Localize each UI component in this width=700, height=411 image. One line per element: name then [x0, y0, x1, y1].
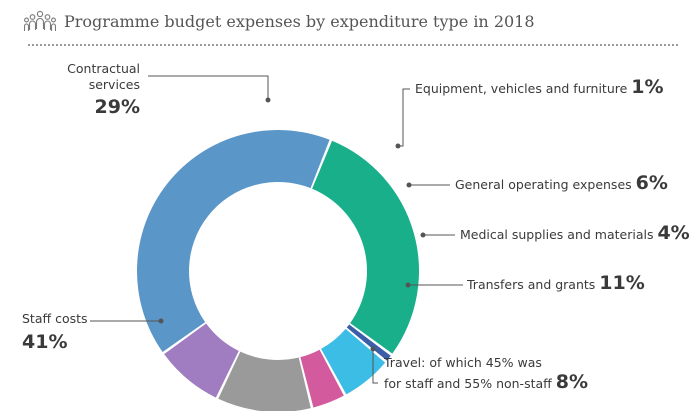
slice-label-travel-of-which-45-was-for-staff-and-55-non-staff-line-1: Travel: of which 45% was: [383, 355, 542, 370]
slice-medical-supplies-and-materials: [300, 349, 344, 408]
people-group-icon: [24, 10, 56, 31]
leader-dot-staff-costs: [158, 318, 164, 324]
slice-value-transfers-and-grants: 11%: [599, 272, 644, 294]
slice-value-contractual-services: 29%: [95, 96, 140, 118]
chart-header: Programme budget expenses by expenditure…: [24, 6, 535, 36]
slice-transfers-and-grants: [218, 351, 311, 411]
leader-line-contractual-services: [148, 75, 269, 100]
slice-equipment-vehicles-and-furniture: [346, 324, 391, 361]
leader-dot-medical-supplies-and-materials: [420, 232, 426, 238]
slice-label-general-operating-expenses: General operating expenses 6%: [455, 172, 668, 194]
slice-contractual-services: [312, 140, 419, 354]
title-divider: [28, 44, 678, 46]
slice-value-general-operating-expenses: 6%: [636, 172, 668, 194]
slice-general-operating-expenses: [321, 328, 386, 395]
slice-label-equipment-vehicles-and-furniture: Equipment, vehicles and furniture 1%: [415, 76, 664, 98]
slice-label-contractual-services-line-1: Contractual: [67, 61, 140, 76]
leader-dot-contractual-services: [265, 97, 271, 103]
leader-dot-travel-of-which-45-was-for-staff-and-55-non-staff: [370, 346, 376, 352]
leader-dot-equipment-vehicles-and-furniture: [395, 143, 401, 149]
leader-dot-general-operating-expenses: [406, 182, 412, 188]
slice-value-medical-supplies-and-materials: 4%: [657, 222, 689, 244]
slice-value-travel-of-which-45-was-for-staff-and-55-non-staff: 8%: [556, 371, 588, 393]
chart-title: Programme budget expenses by expenditure…: [64, 11, 535, 31]
slice-label-medical-supplies-and-materials: Medical supplies and materials 4%: [460, 222, 690, 244]
slice-staff-costs: [137, 130, 330, 352]
slice-label-transfers-and-grants: Transfers and grants 11%: [466, 272, 645, 294]
leader-dot-transfers-and-grants: [405, 282, 411, 288]
leader-line-travel-of-which-45-was-for-staff-and-55-non-staff: [372, 349, 378, 384]
slice-value-equipment-vehicles-and-furniture: 1%: [631, 76, 663, 98]
slice-label-travel-of-which-45-was-for-staff-and-55-non-staff-line-2: for staff and 55% non-staff 8%: [384, 371, 588, 393]
slice-travel-of-which-45-was-for-staff-and-55-non-staff: [164, 323, 239, 398]
leader-line-equipment-vehicles-and-furniture: [398, 88, 410, 147]
slice-label-staff-costs: Staff costs: [22, 311, 88, 326]
slice-label-contractual-services-line-2: services: [89, 77, 140, 92]
slice-value-staff-costs: 41%: [22, 331, 67, 353]
